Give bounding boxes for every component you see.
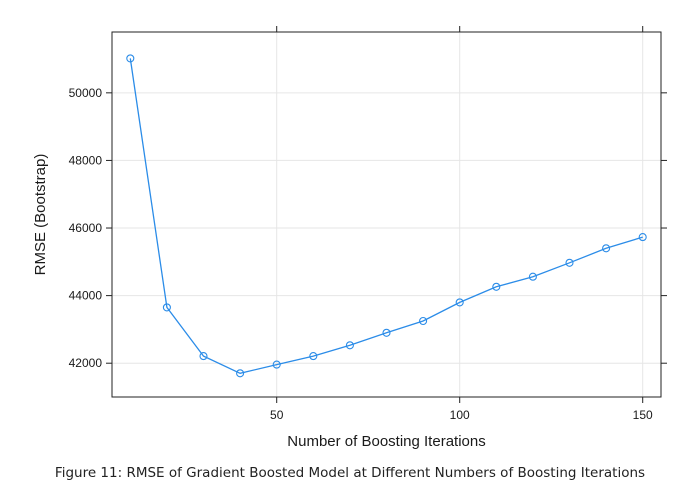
y-tick-label: 42000 xyxy=(69,356,103,370)
series-line xyxy=(129,58,643,374)
plot-frame xyxy=(111,31,662,398)
data-point xyxy=(126,54,135,63)
gridlines xyxy=(112,32,661,397)
data-point xyxy=(162,303,171,312)
x-tick-label: 100 xyxy=(450,408,470,422)
data-point xyxy=(565,258,574,267)
x-tick-label: 50 xyxy=(270,408,284,422)
data-point xyxy=(419,316,428,326)
series-line-layer xyxy=(129,58,643,374)
axis-ticks: 50 100 150 42000 44000 46000 48000 50000 xyxy=(69,26,667,422)
y-tick-label: 50000 xyxy=(69,86,103,100)
y-axis-title: RMSE (Bootstrap) xyxy=(32,154,49,276)
data-point xyxy=(638,233,647,242)
data-point xyxy=(345,341,354,350)
x-axis-title: Number of Boosting Iterations xyxy=(287,433,485,450)
chart: 50 100 150 42000 44000 46000 48000 50000 Number… xyxy=(32,26,667,450)
data-point xyxy=(199,352,208,361)
y-tick-label: 44000 xyxy=(69,289,103,303)
data-point xyxy=(272,360,281,369)
x-tick-label: 150 xyxy=(633,408,653,422)
figure-caption: Figure 11: RMSE of Gradient Boosted Mode… xyxy=(54,465,646,481)
data-point xyxy=(309,352,318,361)
y-tick-label: 48000 xyxy=(69,153,103,167)
data-points xyxy=(126,54,647,378)
y-tick-label: 46000 xyxy=(69,221,103,235)
data-point xyxy=(602,244,611,253)
data-point xyxy=(528,272,537,281)
data-point xyxy=(236,369,245,378)
data-point xyxy=(492,282,501,291)
data-point xyxy=(455,298,464,307)
data-point xyxy=(382,328,391,337)
